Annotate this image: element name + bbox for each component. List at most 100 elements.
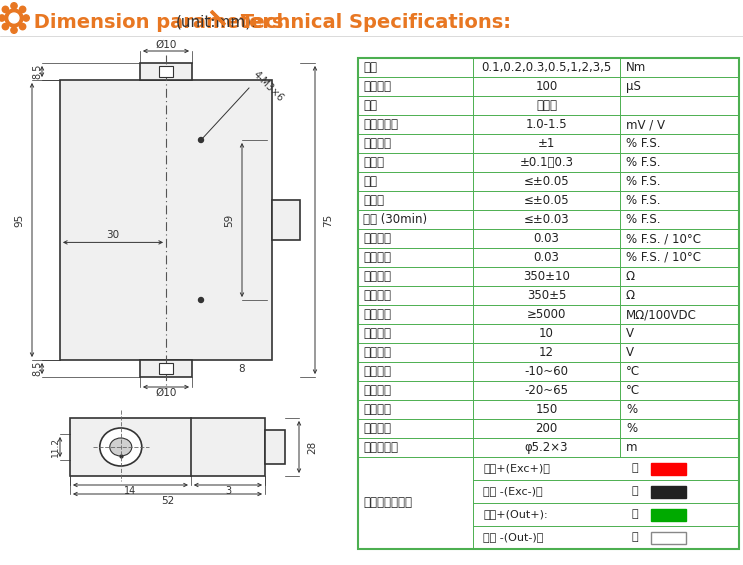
Text: V: V [626,346,634,359]
Text: Ω: Ω [626,289,635,302]
Circle shape [5,9,23,27]
Text: 12: 12 [539,346,554,359]
Text: -20~65: -20~65 [525,384,568,397]
Bar [651,532,686,544]
Text: m: m [626,441,637,454]
Text: 28: 28 [307,440,317,454]
Text: ±0.1，0.3: ±0.1，0.3 [519,156,574,169]
Text: 电缆线连接方式: 电缆线连接方式 [363,497,412,510]
Text: 工作温度: 工作温度 [363,384,391,397]
Text: 滒后: 滒后 [363,175,377,188]
Bar [140,63,192,80]
Text: Ø10: Ø10 [155,40,177,50]
Text: 350±10: 350±10 [523,270,570,283]
Text: ≤±0.03: ≤±0.03 [524,213,569,226]
Text: 200: 200 [536,422,558,435]
Text: 0.03: 0.03 [533,232,559,245]
Circle shape [2,23,9,30]
Text: 绝缘电阻: 绝缘电阻 [363,308,391,321]
Circle shape [19,6,26,12]
Ellipse shape [110,438,132,456]
Text: ≤±0.05: ≤±0.05 [524,175,569,188]
Text: 零点输出: 零点输出 [363,137,391,150]
Text: V: V [626,327,634,340]
Text: 52: 52 [161,496,174,506]
Bar [651,508,686,520]
Text: 红: 红 [631,463,637,473]
Text: 安全超载: 安全超载 [363,403,391,416]
Circle shape [2,6,9,12]
Text: ±1: ±1 [538,137,555,150]
Circle shape [198,298,204,302]
Text: % F.S.: % F.S. [626,194,661,207]
Text: % F.S.: % F.S. [626,175,661,188]
Text: 极限超载: 极限超载 [363,422,391,435]
Text: 4-M3×6: 4-M3×6 [251,69,285,103]
Bar [651,463,686,475]
Text: 白: 白 [631,532,637,542]
Text: 零点温漂: 零点温漂 [363,251,391,264]
Text: 电缆线尺寸: 电缆线尺寸 [363,441,398,454]
Text: 11.2: 11.2 [51,437,59,457]
Text: 灵敏温漂: 灵敏温漂 [363,232,391,245]
Text: ≥5000: ≥5000 [527,308,566,321]
Text: 信号+(Out+):: 信号+(Out+): [483,510,548,519]
Text: (unit:mm):: (unit:mm): [176,15,257,29]
Text: 59: 59 [224,214,234,227]
Bar [358,58,739,549]
Text: 信号 -(Out-)：: 信号 -(Out-)： [483,532,543,542]
Text: °C: °C [626,365,640,378]
Text: Dimension parameters: Dimension parameters [27,12,284,32]
Text: % F.S.: % F.S. [626,137,661,150]
Bar [159,363,173,374]
Text: -10~60: -10~60 [525,365,568,378]
Bar [159,66,173,77]
Text: °C: °C [626,384,640,397]
Circle shape [198,137,204,142]
Text: 蠆变 (30min): 蠆变 (30min) [363,213,427,226]
Ellipse shape [100,428,142,466]
Text: 量程: 量程 [363,61,377,74]
Bar [60,80,272,360]
Text: 95: 95 [14,214,24,227]
Text: 激励+(Exc+)：: 激励+(Exc+)： [483,463,550,473]
Circle shape [9,13,19,23]
Text: 8: 8 [239,364,245,374]
Text: 0.1,0.2,0.3,0.5,1,2,3,5: 0.1,0.2,0.3,0.5,1,2,3,5 [481,61,611,74]
Text: 输出灵敏度: 输出灵敏度 [363,118,398,131]
Text: 150: 150 [536,403,558,416]
Text: % F.S. / 10°C: % F.S. / 10°C [626,232,701,245]
Text: % F.S. / 10°C: % F.S. / 10°C [626,251,701,264]
Text: mV / V: mV / V [626,118,665,131]
Text: 最大电压: 最大电压 [363,346,391,359]
Text: Nm: Nm [626,61,646,74]
Text: % F.S.: % F.S. [626,213,661,226]
Text: 非线性: 非线性 [363,156,384,169]
Circle shape [23,15,29,21]
Bar [265,430,285,464]
Text: MΩ/100VDC: MΩ/100VDC [626,308,697,321]
Text: Ø10: Ø10 [155,388,177,398]
Text: 8.5: 8.5 [32,361,42,376]
Text: 100: 100 [536,80,558,93]
Text: 材质: 材质 [363,99,377,112]
Text: 0.03: 0.03 [533,251,559,264]
Text: 重复性: 重复性 [363,194,384,207]
Text: 绿: 绿 [631,510,637,519]
Text: 输入电阻: 输入电阻 [363,270,391,283]
Circle shape [11,27,17,33]
Text: % F.S.: % F.S. [626,156,661,169]
Bar [70,418,265,476]
Text: Ω: Ω [626,270,635,283]
Bar [140,360,192,377]
Text: 30: 30 [106,231,120,240]
Text: 不锈锂: 不锈锂 [536,99,557,112]
Text: μS: μS [626,80,641,93]
Text: %: % [626,422,637,435]
Text: 10: 10 [539,327,554,340]
Circle shape [19,23,26,30]
Text: 使用电压: 使用电压 [363,327,391,340]
Text: 14: 14 [124,486,137,496]
Bar [272,200,300,240]
Text: %: % [626,403,637,416]
